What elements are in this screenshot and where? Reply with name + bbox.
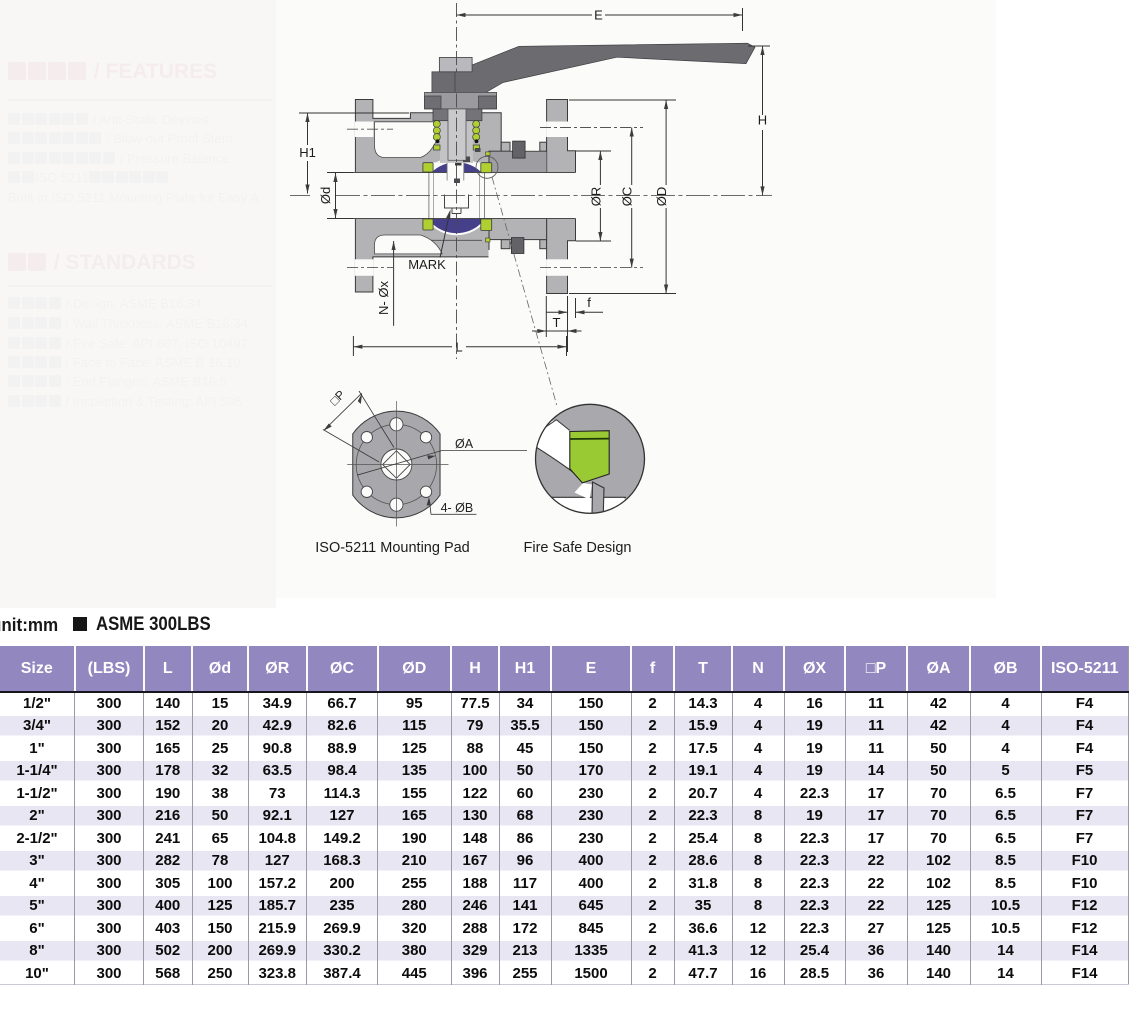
svg-text:L: L: [455, 340, 462, 355]
svg-text:ØD: ØD: [654, 187, 669, 207]
svg-text:Ød: Ød: [318, 187, 333, 204]
svg-text:ØC: ØC: [620, 187, 635, 207]
svg-text:Fire Safe Design: Fire Safe Design: [524, 540, 632, 556]
svg-text:E: E: [594, 8, 603, 23]
svg-text:H1: H1: [299, 145, 316, 160]
svg-text:□P: □P: [327, 387, 348, 408]
svg-text:N- Øx: N- Øx: [376, 281, 391, 315]
svg-text:4- ØB: 4- ØB: [441, 501, 474, 515]
svg-text:T: T: [553, 315, 561, 330]
svg-text:MARK: MARK: [408, 257, 446, 272]
svg-text:ØR: ØR: [588, 187, 603, 207]
svg-text:ISO-5211 Mounting Pad: ISO-5211 Mounting Pad: [315, 540, 470, 556]
svg-text:ØA: ØA: [455, 437, 474, 451]
svg-text:f: f: [587, 295, 591, 310]
svg-text:H: H: [758, 113, 767, 128]
